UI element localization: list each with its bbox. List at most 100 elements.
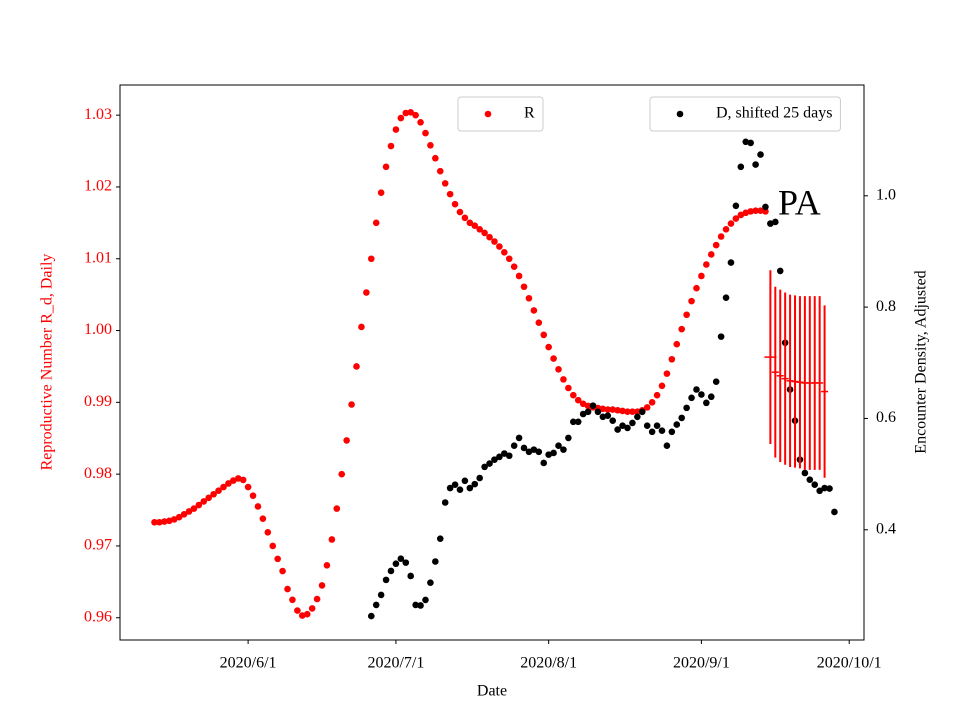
data-point [249, 492, 257, 499]
legend-label: D, shifted 25 days [716, 105, 832, 122]
data-point [550, 449, 557, 457]
y2-tick-label: 0.8 [876, 298, 896, 315]
x-axis-label: Date [477, 683, 507, 700]
data-point [634, 413, 641, 421]
data-point [471, 222, 479, 230]
data-point [629, 408, 636, 415]
y-tick-label: 1.00 [84, 321, 112, 338]
data-point [712, 378, 720, 386]
data-point [466, 484, 474, 492]
y2-tick-label: 0.6 [876, 409, 896, 426]
data-point [353, 363, 360, 370]
data-point [717, 233, 725, 240]
data-point [392, 560, 400, 568]
data-point [569, 418, 577, 426]
data-point [574, 418, 582, 426]
data-point [604, 412, 612, 419]
data-point [742, 138, 750, 146]
data-point [476, 226, 483, 233]
data-point [609, 417, 617, 424]
data-point [584, 408, 592, 416]
data-point [535, 319, 543, 326]
data-point [772, 218, 779, 226]
data-point [752, 207, 759, 214]
data-point [727, 259, 735, 266]
data-point [446, 484, 454, 492]
data-point [574, 396, 582, 404]
y2-tick-label: 0.4 [876, 520, 896, 537]
data-point [422, 129, 429, 137]
data-point [486, 460, 493, 467]
data-point [427, 142, 434, 149]
data-point [535, 448, 543, 456]
data-point [422, 596, 429, 604]
data-point [594, 408, 602, 416]
data-point [801, 469, 809, 477]
data-point [456, 486, 464, 493]
data-point [757, 151, 764, 158]
data-point [195, 501, 203, 509]
y-tick-label: 1.03 [84, 106, 112, 123]
data-point [471, 480, 479, 488]
axes-frame [119, 84, 865, 641]
data-point [372, 601, 380, 609]
data-point [392, 126, 400, 133]
data-point [254, 503, 262, 510]
data-point [279, 567, 286, 575]
data-point [328, 536, 336, 543]
data-point [604, 406, 612, 413]
data-point [629, 419, 636, 427]
data-point [555, 442, 562, 450]
legend-marker [676, 110, 684, 118]
data-point [747, 139, 754, 147]
x-tick-label: 2020/9/1 [673, 655, 730, 672]
data-point [648, 428, 656, 436]
data-point [244, 483, 252, 491]
data-point [417, 602, 424, 609]
data-point [289, 596, 296, 604]
x-tick-label: 2020/8/1 [520, 655, 577, 672]
data-point [540, 331, 548, 339]
data-point [668, 355, 676, 363]
data-point [540, 459, 548, 467]
data-point [579, 410, 587, 418]
data-point [737, 163, 745, 171]
data-point [653, 391, 661, 399]
data-point [481, 463, 488, 471]
data-point [387, 142, 395, 150]
data-point [707, 251, 715, 258]
data-point [525, 294, 533, 302]
data-point [737, 211, 745, 219]
data-point [377, 189, 385, 196]
data-point [505, 452, 513, 460]
data-point [491, 238, 498, 245]
y2-tick-label: 1.0 [876, 186, 896, 203]
data-point [703, 399, 710, 407]
data-point [698, 391, 705, 398]
data-point [284, 585, 291, 593]
data-point [432, 154, 439, 162]
data-point [565, 434, 572, 442]
data-point [776, 267, 784, 275]
data-point [727, 220, 735, 227]
data-point [303, 610, 311, 618]
data-point [397, 114, 405, 122]
data-point [402, 559, 410, 566]
data-point [569, 391, 577, 399]
data-point [821, 484, 828, 492]
data-point [501, 450, 508, 457]
data-point [185, 508, 193, 515]
plot-area [151, 108, 838, 620]
data-point [348, 401, 355, 408]
data-point [338, 470, 346, 478]
data-point [525, 448, 533, 456]
data-point [762, 203, 769, 211]
data-point [496, 453, 503, 461]
data-point [220, 483, 227, 491]
data-point [441, 180, 449, 187]
y-tick-label: 0.98 [84, 465, 112, 482]
data-point [703, 261, 710, 268]
data-point [722, 294, 730, 301]
data-point [387, 567, 395, 575]
data-point [816, 487, 823, 495]
